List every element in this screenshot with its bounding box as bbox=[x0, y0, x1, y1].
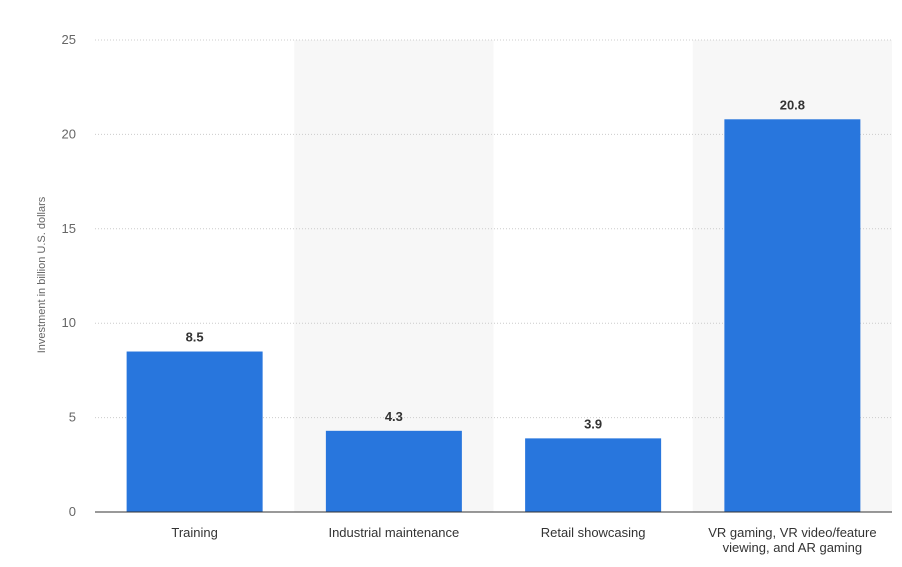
y-tick-label: 0 bbox=[69, 504, 76, 519]
x-tick-label: viewing, and AR gaming bbox=[723, 540, 862, 555]
y-tick-label: 10 bbox=[62, 315, 76, 330]
bar bbox=[724, 119, 861, 513]
y-tick-label: 20 bbox=[62, 126, 76, 141]
y-tick-label: 15 bbox=[62, 221, 76, 236]
data-label: 3.9 bbox=[584, 416, 602, 431]
x-tick-label: VR gaming, VR video/feature bbox=[708, 525, 876, 540]
x-tick-label: Industrial maintenance bbox=[328, 525, 459, 540]
y-axis-title: Investment in billion U.S. dollars bbox=[36, 196, 48, 353]
bar bbox=[126, 351, 263, 512]
bar bbox=[325, 430, 462, 512]
x-tick-label: Training bbox=[171, 525, 217, 540]
data-label: 8.5 bbox=[186, 330, 204, 345]
bars bbox=[126, 119, 861, 513]
data-label: 4.3 bbox=[385, 409, 403, 424]
bar bbox=[525, 438, 662, 512]
data-labels: 8.5 4.3 3.9 20.8 bbox=[186, 97, 805, 431]
data-label: 20.8 bbox=[780, 97, 805, 112]
y-tick-label: 25 bbox=[62, 32, 76, 47]
x-tick-label: Retail showcasing bbox=[541, 525, 646, 540]
x-axis-labels: Training Industrial maintenance Retail sho… bbox=[171, 525, 876, 555]
y-axis-ticks: 0 5 10 15 20 25 bbox=[62, 32, 76, 519]
y-tick-label: 5 bbox=[69, 410, 76, 425]
